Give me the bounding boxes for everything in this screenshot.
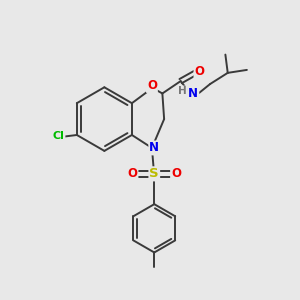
Text: H: H <box>178 86 187 96</box>
Text: O: O <box>194 65 205 78</box>
Text: N: N <box>188 87 198 100</box>
Text: N: N <box>149 141 159 154</box>
Text: S: S <box>149 167 159 180</box>
Text: O: O <box>128 167 137 180</box>
Text: O: O <box>171 167 181 180</box>
Text: Cl: Cl <box>52 131 64 142</box>
Text: O: O <box>147 79 157 92</box>
